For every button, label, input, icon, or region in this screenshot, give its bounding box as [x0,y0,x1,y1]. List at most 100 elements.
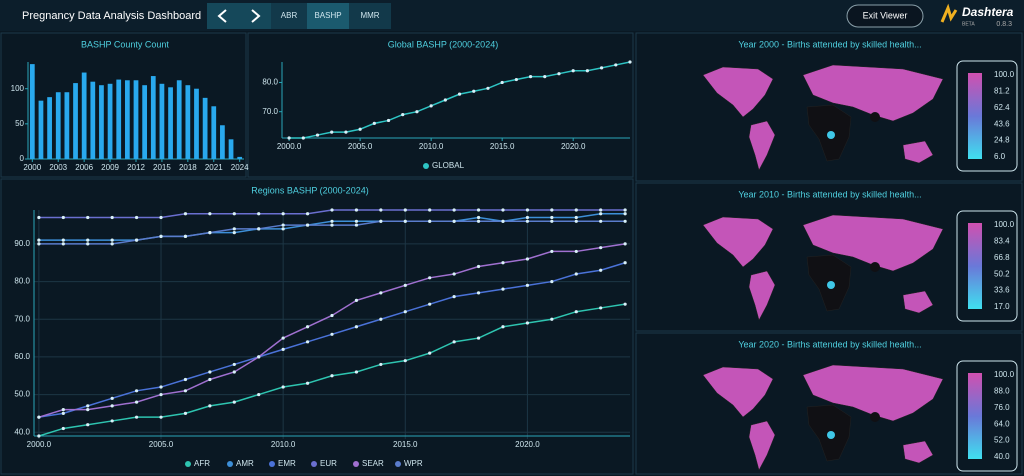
point [159,392,163,397]
continent [902,440,934,464]
point [305,381,310,385]
point [330,219,334,223]
point [183,234,188,238]
colorbar-label: 43.6 [994,119,1010,128]
y-tick-label: 80.0 [14,277,30,286]
colorbar-label: 81.2 [994,87,1010,96]
point [86,423,90,427]
point [281,212,285,216]
point [599,212,603,216]
point [386,118,391,123]
colorbar [968,223,982,309]
point [476,264,481,269]
exit-label: Exit Viewer [863,10,908,20]
point [110,215,114,220]
point [574,249,578,254]
bar [29,64,35,159]
point [428,351,432,355]
colorbar-frame [956,210,1018,322]
point [379,362,383,367]
point [452,219,456,223]
continent [748,120,776,171]
point [628,60,632,64]
tab[interactable] [349,3,391,29]
point [443,98,447,102]
point [208,377,212,382]
prev-button[interactable] [207,3,239,29]
point [330,374,334,378]
x-tick-label: 2003 [49,163,67,172]
point [528,75,533,79]
x-tick-label: 2020.0 [561,142,586,151]
point [37,434,41,438]
point [623,261,627,265]
point [354,223,359,227]
bar [133,80,139,159]
point [379,291,383,295]
bar [107,83,113,159]
bar [168,87,173,159]
point [415,110,419,114]
world-map [702,214,944,321]
point [208,231,212,235]
colorbar-label: 62.4 [994,103,1010,112]
next-button[interactable] [239,3,271,29]
prev-icon [217,9,227,23]
continent [902,290,934,314]
tab-active[interactable] [307,3,349,29]
point [379,208,383,212]
point [599,268,603,272]
tab-label: ABR [281,11,298,20]
point [472,89,476,93]
continent [802,364,944,422]
point [501,325,505,329]
colorbar-label: 33.6 [994,286,1010,295]
point [476,208,481,212]
point [599,219,603,223]
point [623,242,627,246]
point [403,219,407,223]
point [330,313,334,318]
point [110,238,114,242]
legend-label: AFR [194,459,210,468]
point [403,208,407,212]
point [550,249,554,254]
point [159,215,163,220]
world-map [702,364,944,471]
point [287,136,291,140]
exit-button[interactable] [846,4,924,28]
map-title: Year 2010 - Births attended by skilled h… [738,189,921,199]
logo-icon [940,3,958,23]
map-panel: Year 2000 - Births attended by skilled h… [702,39,1018,172]
point [183,212,188,216]
y-tick-label: 70.0 [14,314,30,323]
point [257,355,261,359]
tab[interactable] [271,3,307,29]
point [281,223,285,227]
bar [150,76,156,159]
point [281,347,285,351]
point [232,400,236,404]
point [232,227,236,231]
point [428,208,432,212]
point [614,63,618,67]
point [500,80,504,85]
x-tick-label: 2012 [127,163,145,172]
y-tick-label: 50 [15,119,24,128]
point [330,332,334,336]
point [623,212,627,216]
point [457,92,462,96]
y-tick-label: 70.0 [262,107,278,116]
x-tick-label: 2009 [101,163,119,172]
legend-swatch [185,461,191,467]
bar [185,85,191,159]
point [599,66,604,70]
point [452,272,456,276]
colorbar-label: 100.0 [994,220,1015,229]
colorbar [968,73,982,159]
point [134,400,139,404]
point [134,238,139,242]
point [452,340,456,344]
point [379,317,383,321]
point [599,246,603,250]
